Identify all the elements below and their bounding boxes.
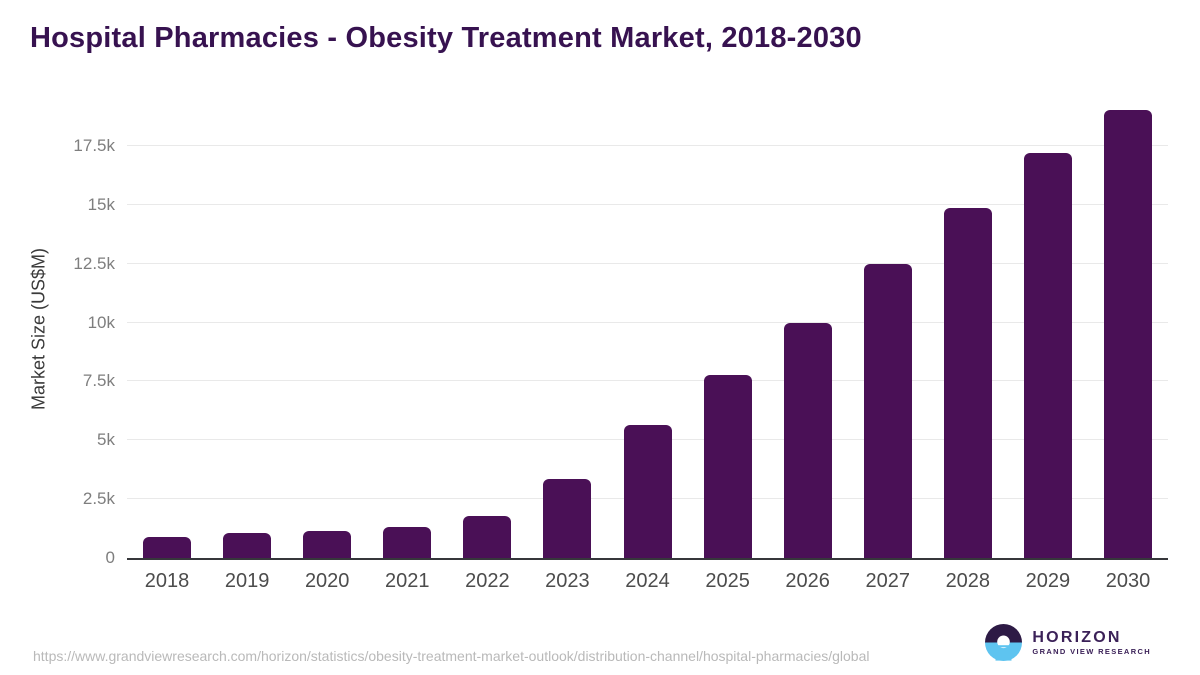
bar-column-2027: 2027 [848,100,928,592]
y-axis-title: Market Size (US$M) [28,247,49,411]
bar-2029[interactable] [1023,152,1072,558]
bar-2020[interactable] [303,530,352,558]
bar-2025[interactable] [703,374,752,558]
y-tick-label-2.5k: 2.5k [82,489,115,509]
x-tick-label-2018: 2018 [144,570,190,592]
y-tick-label-17.5k: 17.5k [73,135,115,155]
x-tick-label-2019: 2019 [224,570,270,592]
source-url[interactable]: https://www.grandviewresearch.com/horizo… [33,648,870,664]
bar-2019[interactable] [223,533,272,558]
gridline-17.5k [127,144,1168,146]
bar-column-2022: 2022 [447,100,527,592]
gridline-7.5k [127,380,1168,382]
plot-area: 2018 2019 2020 2021 2022 2023 2024 2025 2026 2027… [73,100,1168,592]
x-tick-label-2028: 2028 [945,570,991,592]
bar-column-2030: 2030 [1088,100,1168,592]
bar-column-2026: 2026 [768,100,848,592]
y-tick-label-15k: 15k [87,194,115,214]
y-tick-label-7.5k: 7.5k [82,371,115,391]
gridline-15k [127,203,1168,205]
bar-column-2029: 2029 [1008,100,1088,592]
y-tick-label-12.5k: 12.5k [73,253,115,273]
logo-title: HORIZON [1032,629,1122,646]
bar-column-2018: 2018 [127,100,207,592]
bar-2021[interactable] [383,527,432,558]
horizon-logo: HORIZON GRAND VIEW RESEARCH [985,624,1151,661]
bar-2018[interactable] [143,536,192,558]
x-tick-label-2021: 2021 [385,570,430,592]
bar-2024[interactable] [623,424,672,558]
bar-column-2021: 2021 [367,100,447,592]
horizon-logo-icon [985,624,1023,661]
bar-column-2025: 2025 [688,100,768,592]
bar-2028[interactable] [943,208,992,558]
bar-2026[interactable] [783,323,832,558]
gridline-10k [127,321,1168,323]
logo-subtitle: GRAND VIEW RESEARCH [1032,647,1151,656]
bar-column-2024: 2024 [607,100,687,592]
x-tick-label-2024: 2024 [625,570,670,592]
bar-series: 2018 2019 2020 2021 2022 2023 2024 2025 2026 2027… [127,100,1168,592]
logo-text: HORIZON GRAND VIEW RESEARCH [1032,629,1151,656]
x-tick-label-2030: 2030 [1105,570,1151,592]
x-tick-label-2026: 2026 [785,570,830,592]
bar-2030[interactable] [1103,109,1152,558]
x-tick-label-2020: 2020 [304,570,350,592]
bar-column-2019: 2019 [207,100,287,592]
x-tick-label-2023: 2023 [545,570,590,592]
bar-column-2023: 2023 [527,100,607,592]
chart-title: Hospital Pharmacies - Obesity Treatment … [30,22,862,54]
bar-column-2020: 2020 [287,100,367,592]
bar-2022[interactable] [463,515,512,558]
gridline-12.5k [127,262,1168,264]
bar-2027[interactable] [863,264,912,558]
x-tick-label-2029: 2029 [1025,570,1071,592]
x-tick-label-2025: 2025 [705,570,750,592]
bar-column-2028: 2028 [928,100,1008,592]
y-tick-label-0: 0 [105,548,115,567]
y-tick-label-10k: 10k [87,312,115,332]
y-tick-label-5k: 5k [97,430,115,450]
x-tick-label-2022: 2022 [465,570,510,592]
x-tick-label-2027: 2027 [865,570,910,592]
bar-2023[interactable] [543,479,592,558]
